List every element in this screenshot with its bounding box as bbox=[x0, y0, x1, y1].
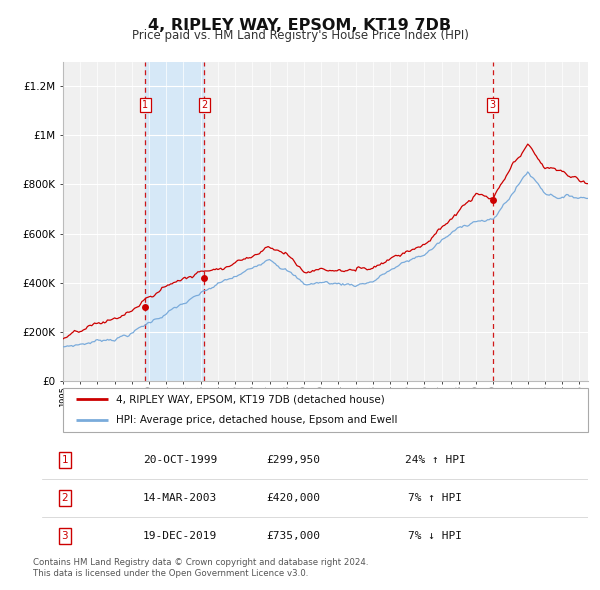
Point bbox=[200, 273, 209, 283]
Text: 19-DEC-2019: 19-DEC-2019 bbox=[143, 531, 217, 541]
Text: 14-MAR-2003: 14-MAR-2003 bbox=[143, 493, 217, 503]
Text: 1: 1 bbox=[62, 455, 68, 466]
Text: HPI: Average price, detached house, Epsom and Ewell: HPI: Average price, detached house, Epso… bbox=[115, 415, 397, 425]
Text: 3: 3 bbox=[62, 531, 68, 541]
Bar bbox=[145, 62, 205, 381]
Text: 3: 3 bbox=[490, 100, 496, 110]
Text: 2: 2 bbox=[62, 493, 68, 503]
Text: 24% ↑ HPI: 24% ↑ HPI bbox=[405, 455, 466, 466]
Text: 7% ↑ HPI: 7% ↑ HPI bbox=[408, 493, 462, 503]
Text: Contains HM Land Registry data © Crown copyright and database right 2024.
This d: Contains HM Land Registry data © Crown c… bbox=[33, 558, 368, 578]
Text: 1: 1 bbox=[142, 100, 149, 110]
Text: 4, RIPLEY WAY, EPSOM, KT19 7DB: 4, RIPLEY WAY, EPSOM, KT19 7DB bbox=[148, 18, 452, 32]
Text: £735,000: £735,000 bbox=[266, 531, 320, 541]
Text: 7% ↓ HPI: 7% ↓ HPI bbox=[408, 531, 462, 541]
Point bbox=[488, 196, 497, 205]
Text: 4, RIPLEY WAY, EPSOM, KT19 7DB (detached house): 4, RIPLEY WAY, EPSOM, KT19 7DB (detached… bbox=[115, 394, 384, 404]
Text: 20-OCT-1999: 20-OCT-1999 bbox=[143, 455, 217, 466]
Text: £299,950: £299,950 bbox=[266, 455, 320, 466]
Point bbox=[140, 302, 150, 312]
Text: 2: 2 bbox=[201, 100, 208, 110]
Text: Price paid vs. HM Land Registry's House Price Index (HPI): Price paid vs. HM Land Registry's House … bbox=[131, 30, 469, 42]
Text: £420,000: £420,000 bbox=[266, 493, 320, 503]
FancyBboxPatch shape bbox=[63, 388, 588, 432]
